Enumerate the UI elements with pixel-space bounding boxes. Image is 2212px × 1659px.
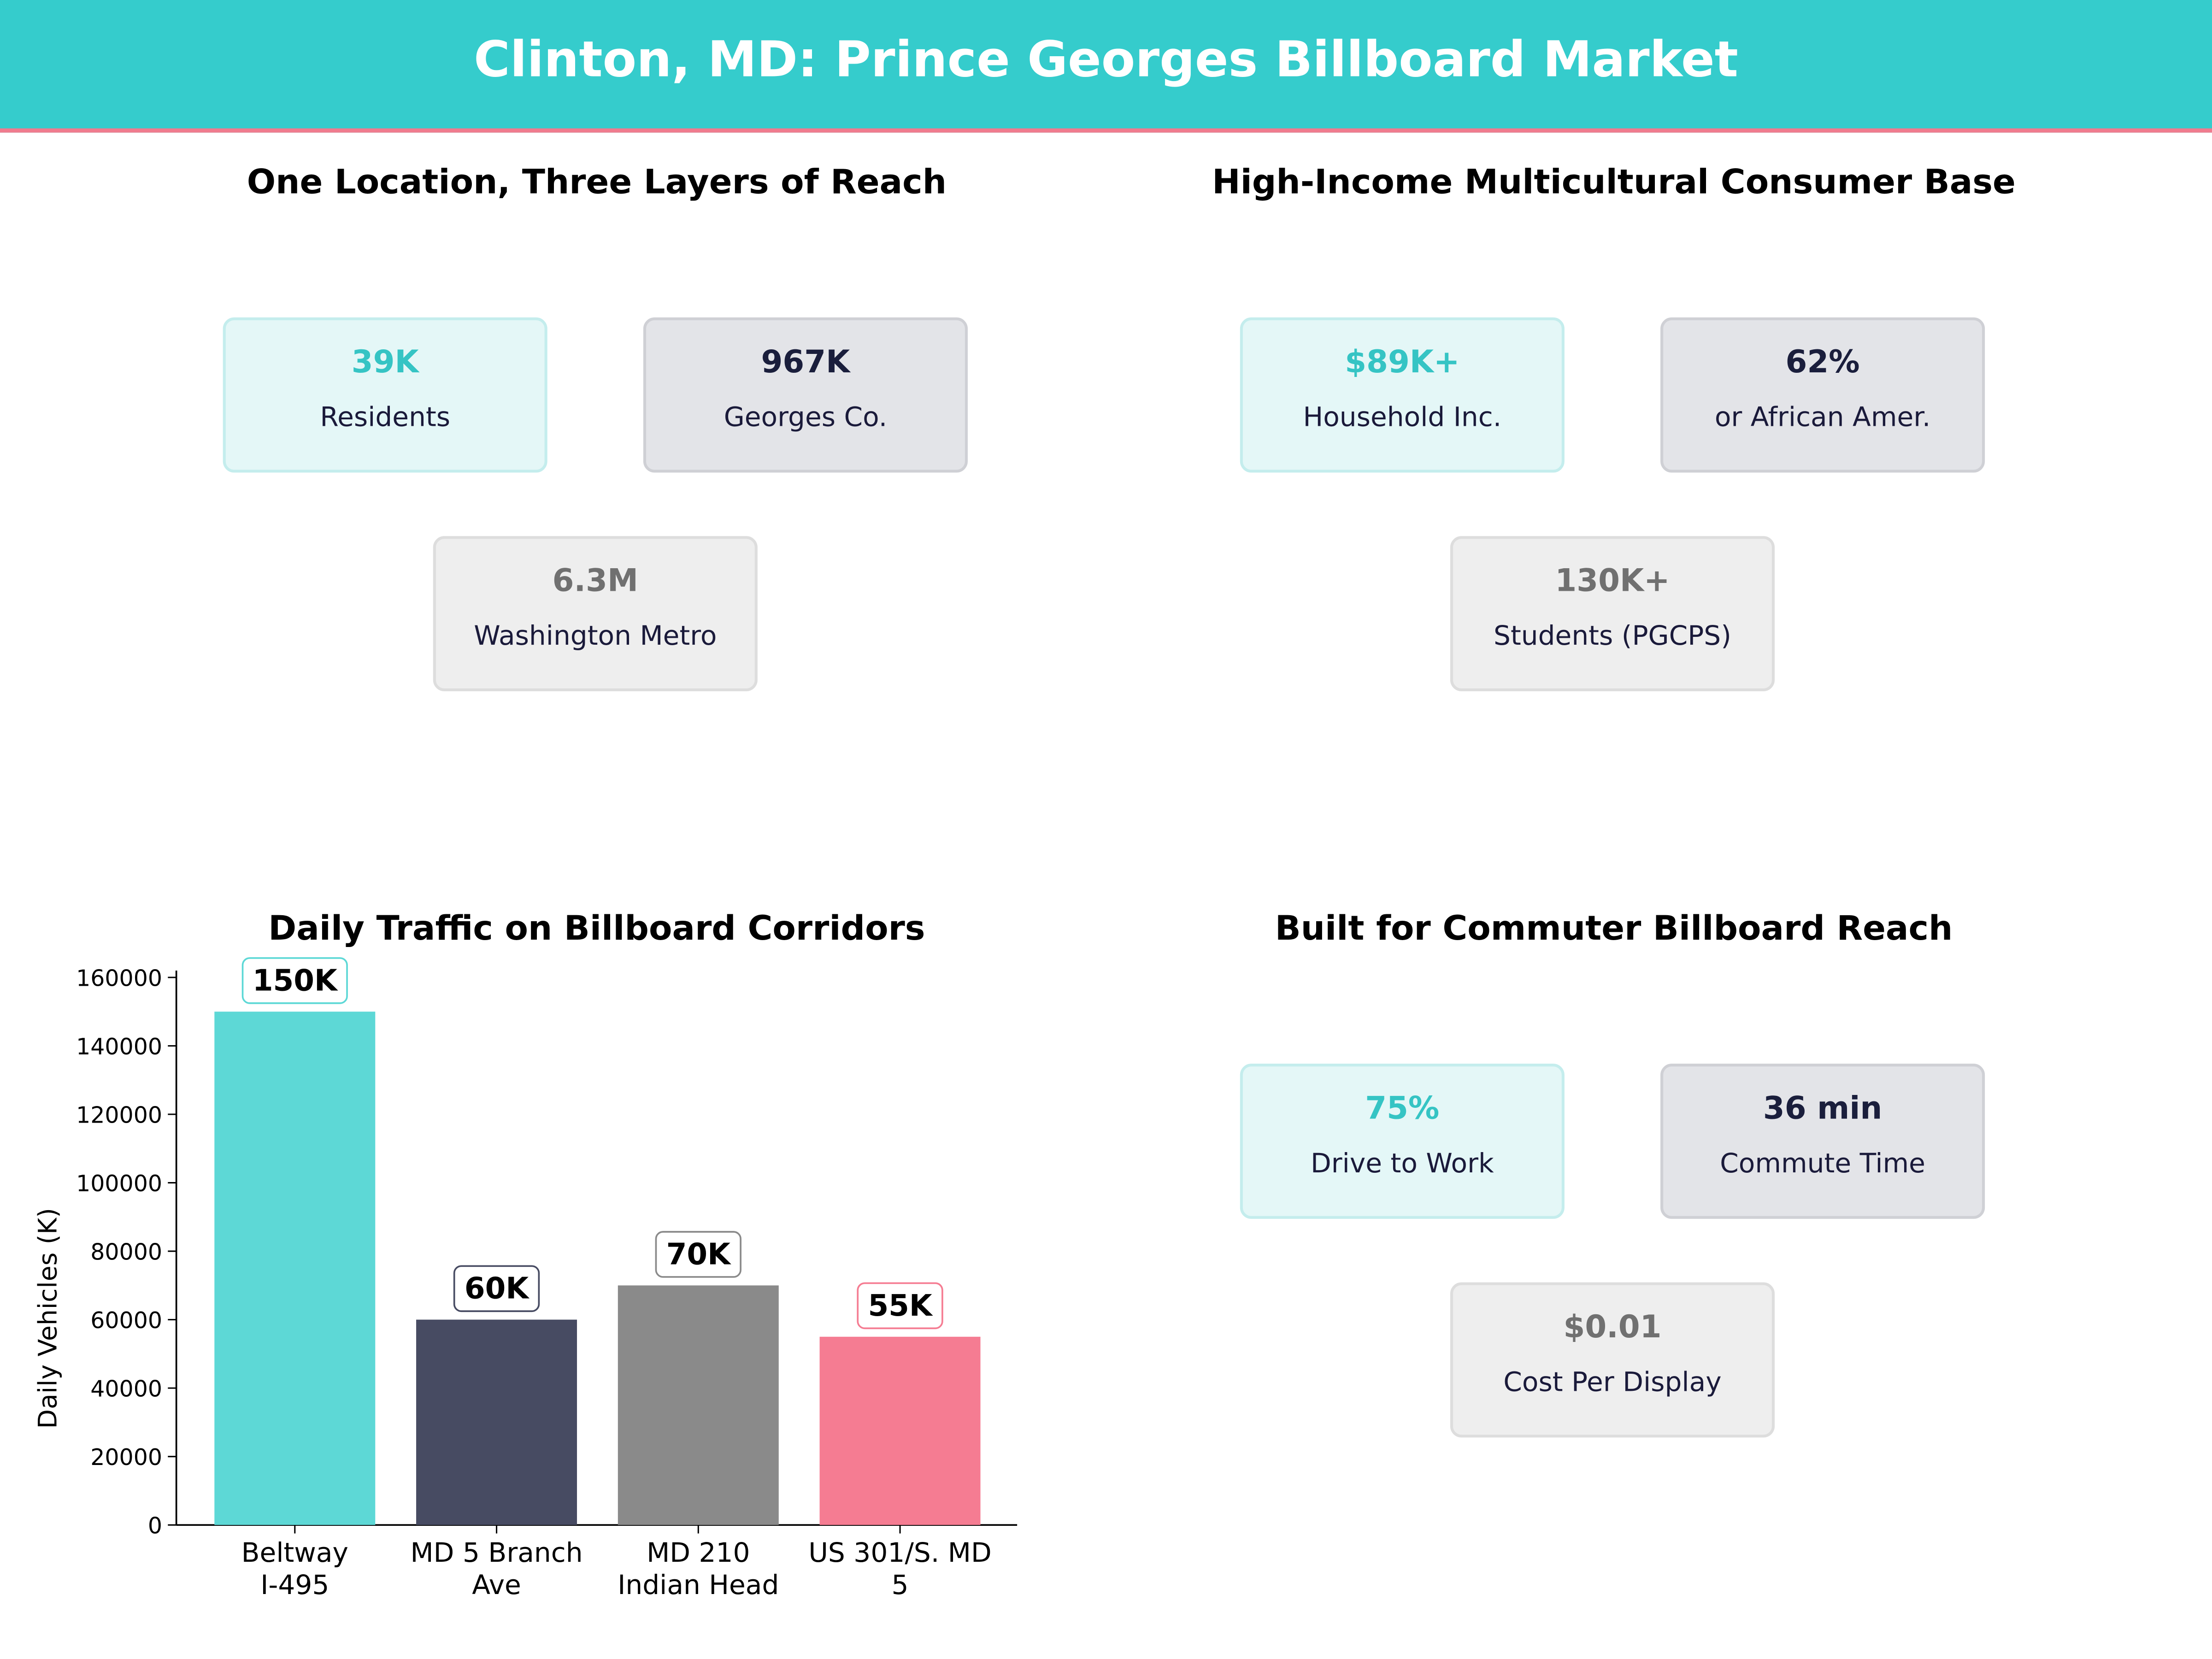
y-tick-label: 100000 bbox=[76, 1171, 162, 1197]
cost-stat-card: $0.01 Cost Per Display bbox=[1450, 1282, 1775, 1438]
y-tick-label: 80000 bbox=[90, 1239, 162, 1265]
bar bbox=[819, 1336, 981, 1525]
bar bbox=[416, 1319, 577, 1525]
county-stat-card: 967K Georges Co. bbox=[643, 317, 968, 473]
stat-value: $89K+ bbox=[1345, 346, 1460, 381]
stat-label: Georges Co. bbox=[724, 402, 888, 433]
x-tick-label: Beltway bbox=[241, 1537, 348, 1568]
stat-value: 75% bbox=[1365, 1092, 1440, 1127]
metro-stat-card: 6.3M Washington Metro bbox=[433, 536, 758, 691]
data-label: 60K bbox=[465, 1271, 529, 1306]
data-label: 70K bbox=[666, 1237, 731, 1271]
data-label: 150K bbox=[253, 963, 338, 998]
drive-stat-card: 75% Drive to Work bbox=[1240, 1064, 1565, 1219]
y-tick-label: 160000 bbox=[76, 965, 162, 991]
data-label-box bbox=[655, 1231, 741, 1278]
demographic-stat-card: 62% or African Amer. bbox=[1660, 317, 1985, 473]
chart-title: Daily Traffic on Billboard Corridors bbox=[268, 908, 925, 948]
y-tick-label: 20000 bbox=[90, 1444, 162, 1471]
page-title: Clinton, MD: Prince Georges Billboard Ma… bbox=[474, 32, 1738, 89]
stat-value: 62% bbox=[1785, 346, 1860, 381]
x-tick-label: Ave bbox=[472, 1569, 521, 1600]
commute-time-stat-card: 36 min Commute Time bbox=[1660, 1064, 1985, 1219]
stat-value: 6.3M bbox=[552, 564, 639, 600]
data-label: 55K bbox=[868, 1288, 933, 1323]
stat-value: 967K bbox=[761, 346, 850, 381]
students-stat-card: 130K+ Students (PGCPS) bbox=[1450, 536, 1775, 691]
x-tick-label: MD 210 bbox=[647, 1537, 750, 1568]
x-tick-label: US 301/S. MD bbox=[808, 1537, 991, 1568]
stat-label: Drive to Work bbox=[1310, 1148, 1494, 1180]
stat-label: Students (PGCPS) bbox=[1494, 620, 1731, 652]
stat-label: Household Inc. bbox=[1303, 402, 1502, 433]
y-axis-label: Daily Vehicles (K) bbox=[33, 1208, 62, 1429]
y-tick-label: 140000 bbox=[76, 1034, 162, 1060]
stat-value: 130K+ bbox=[1555, 564, 1670, 600]
income-stat-card: $89K+ Household Inc. bbox=[1240, 317, 1565, 473]
stat-value: 36 min bbox=[1763, 1092, 1883, 1127]
y-tick-label: 60000 bbox=[90, 1307, 162, 1334]
stat-label: Washington Metro bbox=[474, 620, 717, 652]
y-tick-label: 0 bbox=[148, 1513, 162, 1539]
header-bar: Clinton, MD: Prince Georges Billboard Ma… bbox=[0, 0, 2212, 133]
residents-stat-card: 39K Residents bbox=[223, 317, 547, 473]
x-tick-label: Indian Head bbox=[618, 1569, 779, 1600]
stat-value: 39K bbox=[351, 346, 419, 381]
stat-value: $0.01 bbox=[1563, 1310, 1662, 1346]
commuter-panel-title: Built for Commuter Billboard Reach bbox=[1275, 908, 1953, 948]
traffic-bar-chart: 0 20000 40000 60000 80000 100000 120000 140000 1… bbox=[33, 957, 1018, 1600]
data-label-box bbox=[453, 1265, 540, 1312]
stat-label: or African Amer. bbox=[1714, 402, 1931, 433]
x-tick-label: MD 5 Branch bbox=[411, 1537, 583, 1568]
stat-label: Cost Per Display bbox=[1503, 1367, 1722, 1398]
reach-panel-title: One Location, Three Layers of Reach bbox=[247, 162, 947, 202]
stat-label: Commute Time bbox=[1720, 1148, 1925, 1180]
x-tick-label: I-495 bbox=[260, 1569, 329, 1600]
data-label-box bbox=[857, 1282, 943, 1330]
bar bbox=[618, 1285, 779, 1525]
consumer-panel-title: High-Income Multicultural Consumer Base bbox=[1212, 162, 2016, 202]
x-tick-label: 5 bbox=[892, 1569, 909, 1600]
stat-label: Residents bbox=[320, 402, 451, 433]
bar bbox=[214, 1012, 376, 1525]
y-tick-label: 120000 bbox=[76, 1102, 162, 1128]
y-tick-label: 40000 bbox=[90, 1376, 162, 1402]
data-label-box bbox=[241, 957, 348, 1004]
